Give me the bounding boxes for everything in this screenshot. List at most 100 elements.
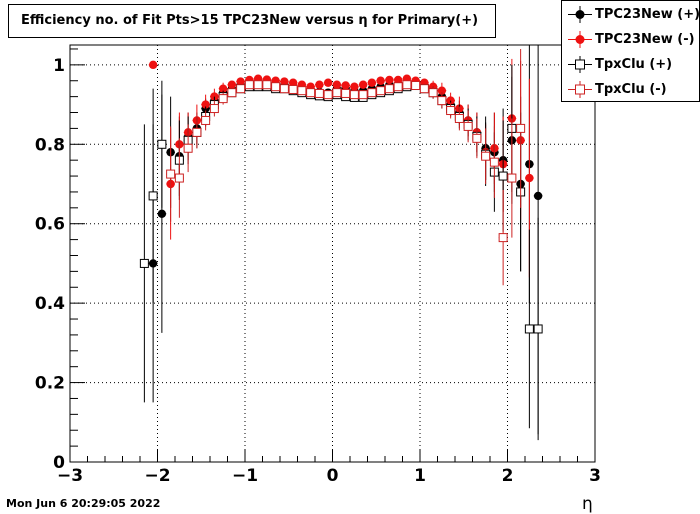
legend-entry-tpxclu-plus: TpxClu (+) [562,52,700,77]
data-point [218,94,228,104]
data-point [166,169,176,179]
data-point [437,96,447,106]
data-point [244,80,254,90]
data-point [332,80,342,89]
plot-title: Efficiency no. of Fit Pts>15 TPC23New ve… [8,4,496,38]
data-point [314,88,324,98]
data-point [280,77,289,86]
axis-ticks [69,48,596,463]
data-point [201,100,210,109]
data-point [139,258,149,268]
data-point [498,233,508,243]
data-point [288,78,298,87]
data-point [297,86,307,96]
x-tick-label: 2 [502,466,514,486]
data-point [446,106,456,116]
series-3 [166,48,526,286]
data-point [157,139,167,149]
data-point [393,82,403,92]
data-point [516,123,526,133]
data-point [454,113,464,123]
data-point [157,209,167,218]
data-point [332,88,342,98]
legend-marker-filled-circle-black [568,6,592,23]
data-point [393,75,403,85]
data-point [227,88,237,98]
data-point [376,86,386,96]
y-tick-label: 0.4 [35,294,65,314]
tick-labels: −3 −2 −1 0 1 2 3 0 0.2 0.4 0.6 0.8 1 [35,56,601,486]
data-point [288,84,298,94]
data-point [209,104,219,114]
data-point [341,81,350,90]
data-point [323,90,333,100]
data-point [472,133,482,143]
legend-label: TpxClu (+) [595,57,673,72]
data-point [498,171,508,181]
data-points [139,45,543,441]
data-point [533,324,543,334]
timestamp: Mon Jun 6 20:29:05 2022 [6,497,161,510]
data-point [376,76,385,85]
data-point [481,151,491,161]
data-point [253,80,263,90]
y-tick-label: 0 [53,453,65,473]
legend-label: TPC23New (-) [595,32,695,47]
data-point [279,84,289,94]
legend-entry-tpc23new-minus: TPC23New (-) [562,27,700,52]
data-point [533,191,543,201]
data-point [183,143,193,153]
data-point [358,80,368,89]
data-point [463,121,473,131]
data-point [411,81,421,91]
data-point [402,80,412,90]
data-point [148,60,158,70]
data-point [227,80,237,89]
x-tick-label: −1 [232,466,258,486]
legend-label: TPC23New (+) [595,7,700,22]
legend-marker-filled-circle-red [568,31,592,48]
data-point [367,78,377,87]
y-tick-label: 1 [53,56,65,76]
y-tick-label: 0.2 [35,374,65,394]
data-point [148,191,158,201]
data-point [525,173,534,183]
data-point [419,84,429,94]
data-point [349,90,359,100]
x-tick-label: −3 [57,466,83,486]
data-point [306,88,316,98]
y-tick-label: 0.6 [35,215,65,235]
x-tick-label: −2 [144,466,170,486]
data-point [524,324,534,334]
x-tick-label: 0 [327,466,339,486]
data-point [367,88,377,98]
data-point [350,82,359,91]
legend-label: TpxClu (-) [595,82,667,97]
data-point [507,173,517,183]
data-point [192,127,202,137]
data-point [385,75,394,85]
legend-entry-tpxclu-minus: TpxClu (-) [562,77,700,102]
x-tick-label: 1 [414,466,426,486]
data-point [437,86,447,95]
data-point [218,84,228,93]
legend-marker-open-square-black [568,56,592,73]
data-point [271,82,281,92]
y-tick-label: 0.8 [35,135,65,155]
data-point [428,88,438,98]
x-axis-title: η [582,494,593,514]
legend-entry-tpc23new-plus: TPC23New (+) [562,2,700,27]
data-point [489,157,499,167]
data-point [236,77,245,86]
data-point [384,84,394,94]
data-point [262,80,272,90]
data-point [323,78,333,87]
data-point [174,173,184,183]
data-point [341,88,351,98]
legend-marker-open-square-red [568,81,592,98]
data-point [201,115,211,125]
x-tick-label: 3 [589,466,601,486]
grid [70,45,595,462]
data-point [236,84,246,94]
